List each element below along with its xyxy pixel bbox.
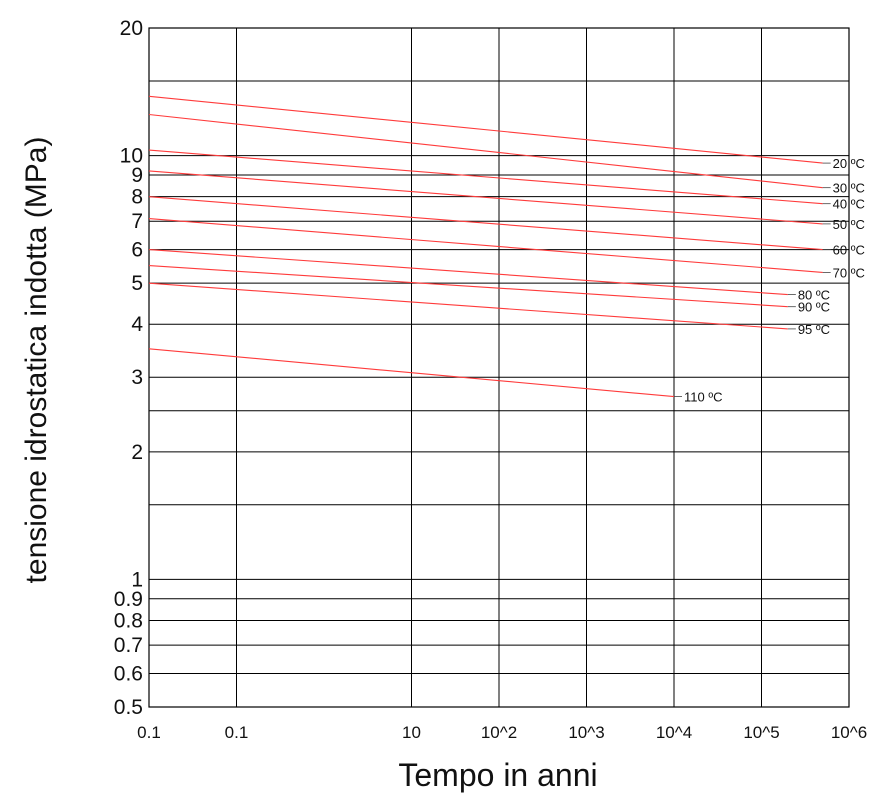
y-tick-label: 8 bbox=[131, 186, 143, 209]
x-tick-label: 10^2 bbox=[481, 723, 517, 742]
series-line bbox=[148, 249, 788, 296]
series-line bbox=[148, 196, 823, 251]
series-label: 95 ºC bbox=[798, 322, 830, 337]
series-label: 20 ºC bbox=[833, 156, 865, 171]
series-line bbox=[148, 113, 823, 189]
tick-layer: 0.1 0.1 10 10^2 10^3 10^4 10^5 10^6201098765432… bbox=[114, 17, 867, 742]
series-label: 110 ºC bbox=[684, 390, 722, 405]
y-tick-label: 0.9 bbox=[114, 588, 143, 611]
x-tick-label: 10^5 bbox=[743, 723, 779, 742]
series-label: 40 ºC bbox=[833, 197, 865, 212]
x-tick-label: 0.1 bbox=[137, 723, 161, 742]
series-label: 90 ºC bbox=[798, 300, 830, 315]
y-tick-label: 0.8 bbox=[114, 609, 143, 632]
y-tick-label: 1 bbox=[131, 568, 143, 591]
y-tick-label: 3 bbox=[131, 366, 143, 389]
series-line bbox=[148, 95, 823, 164]
series-line bbox=[148, 170, 823, 225]
grid-layer bbox=[148, 27, 850, 708]
series-label: 50 ºC bbox=[833, 217, 865, 232]
x-tick-label: 0.1 bbox=[225, 723, 249, 742]
series-line bbox=[148, 348, 675, 398]
y-tick-label: 7 bbox=[131, 210, 143, 233]
series-line bbox=[148, 282, 788, 330]
y-tick-label: 0.6 bbox=[114, 662, 143, 685]
y-tick-label: 0.5 bbox=[114, 696, 143, 719]
label-layer: Tempo in anni tensione idrostatica indot… bbox=[20, 137, 598, 793]
y-tick-label: 2 bbox=[131, 441, 143, 464]
series-label: 80 ºC bbox=[798, 288, 830, 303]
y-tick-label: 4 bbox=[131, 313, 143, 336]
y-tick-label: 20 bbox=[120, 17, 143, 40]
series-label: 70 ºC bbox=[833, 265, 865, 280]
x-axis-label: Tempo in anni bbox=[398, 757, 597, 793]
series-label: 60 ºC bbox=[833, 243, 865, 258]
y-tick-label: 0.7 bbox=[114, 634, 143, 657]
series-line bbox=[148, 218, 823, 273]
series-label: 30 ºC bbox=[833, 181, 865, 196]
series-line bbox=[148, 265, 788, 308]
y-tick-label: 6 bbox=[131, 239, 143, 262]
y-tick-label: 5 bbox=[131, 272, 143, 295]
x-tick-label: 10 bbox=[402, 723, 421, 742]
y-tick-label: 9 bbox=[131, 164, 143, 187]
x-tick-label: 10^6 bbox=[831, 723, 867, 742]
x-tick-label: 10^3 bbox=[568, 723, 604, 742]
series-line bbox=[148, 149, 823, 205]
x-tick-label: 10^4 bbox=[656, 723, 692, 742]
y-tick-label: 10 bbox=[120, 145, 143, 168]
y-axis-label: tensione idrostatica indotta (MPa) bbox=[20, 137, 53, 584]
